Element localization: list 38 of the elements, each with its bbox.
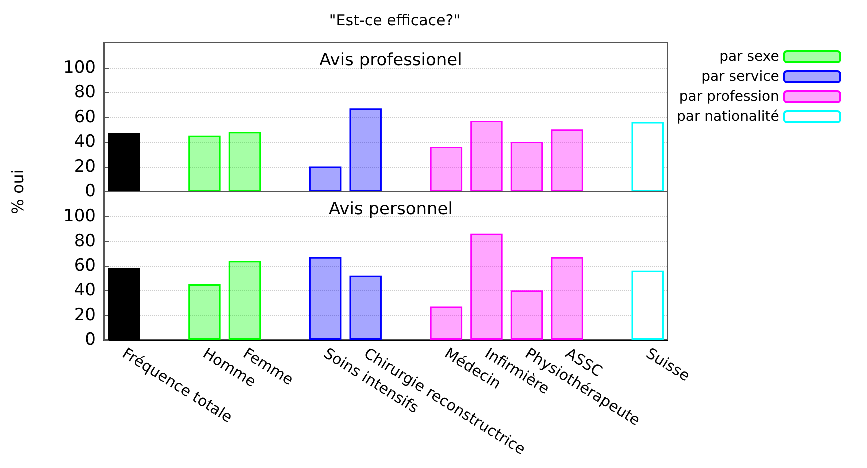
y-tick-label: 100 xyxy=(64,206,96,227)
y-tick-label: 20 xyxy=(74,156,96,177)
bar xyxy=(309,166,342,192)
y-tick-label: 80 xyxy=(74,82,96,102)
bar xyxy=(632,122,664,192)
bar xyxy=(228,261,262,340)
bar xyxy=(350,108,382,192)
y-tick-label: 60 xyxy=(74,256,96,276)
bar xyxy=(510,290,544,340)
y-axis-title: % oui xyxy=(8,170,28,214)
bar xyxy=(350,276,382,340)
y-tick-label: 80 xyxy=(74,231,96,252)
bar xyxy=(551,130,584,192)
bar xyxy=(188,284,221,340)
bar xyxy=(309,257,342,340)
legend-label: par profession xyxy=(679,89,780,105)
bar xyxy=(228,132,262,192)
y-tick-label: 0 xyxy=(85,330,96,350)
y-tick-label: 40 xyxy=(74,280,96,301)
bar xyxy=(510,142,544,192)
bar xyxy=(470,234,503,340)
bar xyxy=(632,270,664,340)
y-tick-label: 40 xyxy=(74,132,96,152)
chart-title: "Est-ce efficace?" xyxy=(329,12,461,30)
bar xyxy=(470,120,503,192)
legend-label: par service xyxy=(702,69,780,85)
legend-label: par sexe xyxy=(720,49,780,65)
y-tick-label: 100 xyxy=(64,58,96,78)
text: Avis personnel xyxy=(329,200,453,220)
bar xyxy=(188,136,221,192)
legend-label: par nationalité xyxy=(676,109,780,125)
bar xyxy=(551,257,584,340)
y-tick-label: 20 xyxy=(74,305,96,326)
y-tick-label: 60 xyxy=(74,107,96,128)
bar xyxy=(430,146,463,192)
chart-subtitle: Avis professionel xyxy=(320,50,462,70)
bar xyxy=(430,306,463,340)
y-tick-label: 0 xyxy=(85,182,96,202)
